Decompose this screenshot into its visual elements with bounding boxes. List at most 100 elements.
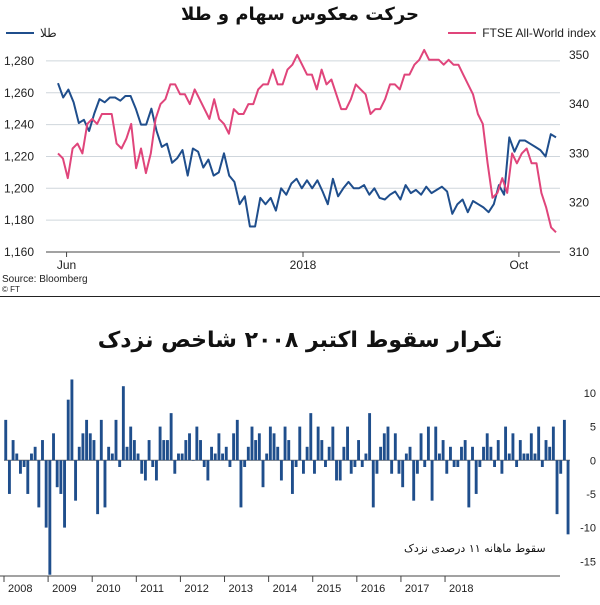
x-axis-tick-label: 2008 (8, 583, 32, 595)
bar (456, 460, 460, 467)
bar (81, 433, 85, 461)
x-axis-tick-label: 2011 (140, 583, 164, 595)
bar (559, 460, 563, 474)
bar (37, 460, 41, 508)
bar (77, 446, 81, 461)
right-axis-tick-label: 310 (569, 245, 589, 259)
legend-gold: طلا (6, 26, 57, 40)
bar (298, 426, 302, 461)
bar (445, 460, 449, 474)
bar (99, 419, 103, 461)
bar (309, 413, 313, 461)
bar (74, 460, 78, 501)
bar (368, 413, 372, 461)
bar (243, 460, 247, 467)
bar (265, 453, 269, 461)
x-axis-tick-label: 2016 (361, 583, 385, 595)
bar (202, 460, 206, 467)
bar (224, 446, 228, 461)
bar (166, 440, 169, 461)
bar (177, 453, 180, 461)
bar (195, 426, 199, 461)
x-axis-tick-label: 2018 (449, 583, 473, 595)
ftse-series-line (57, 48, 557, 234)
bar (412, 460, 416, 501)
bar (515, 460, 519, 467)
bar (430, 460, 434, 501)
bar (485, 433, 489, 461)
bar (169, 413, 173, 461)
bar (132, 440, 136, 461)
bar (162, 440, 166, 461)
bar (313, 460, 316, 474)
source-note: Source: Bloomberg (2, 274, 88, 285)
bar (302, 460, 305, 474)
bar (272, 433, 276, 461)
bar (526, 453, 530, 461)
bar (511, 433, 515, 461)
chart-title-2: تکرار سقوط اکتبر ۲۰۰۸ شاخص نزدک (97, 328, 503, 353)
bar (452, 460, 456, 467)
bar (386, 426, 390, 461)
bar (566, 460, 570, 535)
bar (4, 419, 8, 461)
bar (114, 419, 118, 461)
bar (235, 419, 239, 461)
bar (324, 460, 327, 467)
chart-title: حرکت معکوس سهام و طلا (181, 4, 419, 25)
bar (221, 453, 225, 461)
bar (199, 440, 202, 461)
legend-gold-label: طلا (40, 26, 57, 40)
y-axis-tick-label: 10 (584, 388, 596, 400)
bar (88, 433, 92, 461)
gold-ftse-chart-panel: حرکت معکوس سهام و طلا طلا FTSE All-World… (0, 0, 600, 296)
bar (188, 433, 191, 461)
bar (19, 460, 22, 474)
bar (463, 440, 467, 461)
bar (408, 446, 412, 461)
bar (305, 446, 309, 461)
bar (364, 453, 368, 461)
bar (26, 460, 30, 494)
bar (92, 440, 96, 461)
bar (261, 460, 265, 488)
bar (338, 460, 342, 481)
bar (562, 419, 566, 461)
bar (140, 460, 144, 474)
right-axis-tick-label: 330 (569, 146, 589, 160)
legend-ftse-swatch (448, 32, 477, 34)
bar (268, 426, 272, 461)
bar (15, 453, 19, 461)
bar (55, 460, 59, 488)
right-axis-tick-label: 350 (569, 48, 589, 62)
bar (390, 460, 394, 474)
bar (7, 460, 11, 494)
left-axis-tick-label: 1,220 (4, 149, 34, 163)
left-axis-tick-label: 1,160 (4, 245, 34, 259)
bar (180, 453, 184, 461)
bar (382, 433, 386, 461)
bar (478, 460, 482, 467)
bar (335, 460, 338, 481)
panel-separator (0, 296, 600, 307)
bar (283, 426, 287, 461)
x-axis-tick-label: 2010 (96, 583, 120, 595)
bar (103, 460, 107, 508)
bar (423, 460, 427, 467)
bar (279, 460, 283, 481)
chart-annotation: سقوط ماهانه ۱۱ درصدی نزدک (404, 542, 546, 555)
bar (70, 379, 74, 461)
bar (151, 460, 155, 467)
bar (379, 446, 383, 461)
bar (426, 426, 430, 461)
bar (555, 460, 559, 515)
bar (232, 433, 236, 461)
credit-note: © FT (2, 285, 20, 294)
bar (404, 453, 408, 461)
bar (504, 426, 508, 461)
legend-ftse: FTSE All-World index (448, 26, 596, 40)
x-axis-tick-label: 2012 (184, 583, 208, 595)
bar (507, 453, 511, 461)
bar (158, 426, 162, 461)
bar (48, 460, 52, 575)
